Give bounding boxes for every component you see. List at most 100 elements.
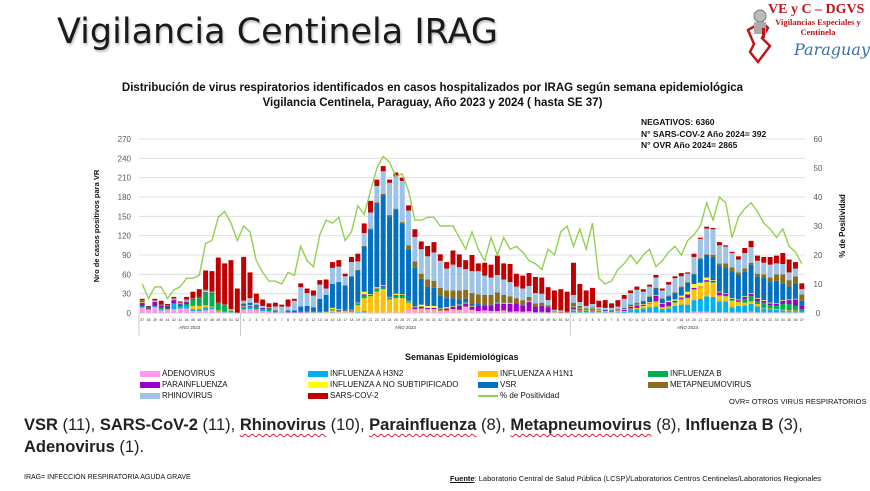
x-tick-label: 42 <box>172 318 176 322</box>
bar-segment <box>304 305 310 311</box>
x-tick-label: 31 <box>432 318 436 322</box>
summary-item: Rhinovirus (10), <box>240 416 365 434</box>
bar-segment <box>539 302 545 306</box>
bar-segment <box>666 302 672 306</box>
bar-segment <box>361 295 367 299</box>
bar-segment <box>666 306 672 309</box>
bar-segment <box>298 306 304 312</box>
bar-segment <box>253 309 259 310</box>
bar-segment <box>609 307 615 311</box>
bar-segment <box>729 298 735 300</box>
bar-segment <box>742 268 748 272</box>
bar-segment <box>590 310 595 312</box>
x-tick-label: 17 <box>343 318 347 322</box>
bar-segment <box>716 263 722 266</box>
bar-segment <box>754 306 760 313</box>
bar-segment <box>697 237 703 239</box>
bar-segment <box>336 282 342 310</box>
bar-segment <box>304 288 310 294</box>
bar-segment <box>672 278 678 293</box>
x-tick-label: 7 <box>611 318 613 322</box>
x-tick-label: 46 <box>527 318 531 322</box>
bar-segment <box>165 309 171 310</box>
bar-segment <box>735 300 741 302</box>
bar-segment <box>253 293 259 303</box>
bar-segment <box>399 223 405 295</box>
bar-segment <box>520 300 526 305</box>
bar-segment <box>412 236 418 262</box>
bar-segment <box>355 302 361 304</box>
bar-segment <box>780 274 786 284</box>
y2-tick-label: 60 <box>814 135 823 144</box>
bar-segment <box>406 302 412 303</box>
bar-segment <box>678 297 684 299</box>
bar-segment <box>685 291 691 295</box>
bar-segment <box>653 287 659 289</box>
bar-segment <box>412 309 418 311</box>
bar-segment <box>704 226 710 229</box>
bar-segment <box>640 291 646 301</box>
bar-segment <box>526 273 532 286</box>
bar-segment <box>184 302 190 304</box>
bar-segment <box>526 285 532 297</box>
bar-segment <box>672 302 678 306</box>
bar-segment <box>666 305 672 307</box>
bar-segment <box>234 288 240 313</box>
x-tick-label: 33 <box>445 318 449 322</box>
bar-segment <box>190 305 196 310</box>
bar-segment <box>672 293 678 300</box>
bar-segment <box>374 179 380 187</box>
bar-segment <box>596 310 602 312</box>
bar-segment <box>583 311 589 313</box>
year-group-label: AÑO 2022 <box>179 324 201 330</box>
note-sars: N° SARS-COV-2 Año 2024= 392 <box>641 128 767 139</box>
bar-segment <box>399 177 405 181</box>
bar-segment <box>482 304 488 306</box>
bar-segment <box>564 291 570 312</box>
bar-segment <box>501 294 507 303</box>
x-tick-label: 47 <box>533 318 537 322</box>
legend-item: SARS-COV-2 <box>308 391 378 400</box>
bar-segment <box>387 216 393 297</box>
bar-segment <box>158 307 164 310</box>
bar-segment <box>266 307 272 309</box>
summary-virus-name: Rhinovirus <box>239 416 327 434</box>
summary-count: (10), <box>330 416 365 434</box>
bar-segment <box>456 310 462 313</box>
bar-segment <box>615 310 621 312</box>
bar-segment <box>152 300 158 301</box>
bar-segment <box>158 310 164 313</box>
bar-segment <box>577 284 583 303</box>
legend-swatch <box>140 370 160 377</box>
bar-segment <box>368 294 373 295</box>
bar-segment <box>298 287 304 307</box>
x-tick-label: 37 <box>140 318 144 322</box>
bar-segment <box>793 311 798 313</box>
bar-segment <box>583 311 589 312</box>
bar-segment <box>228 310 234 312</box>
bar-segment <box>393 295 399 299</box>
x-tick-label: 4 <box>262 318 264 322</box>
x-tick-label: 44 <box>185 318 189 322</box>
bar-segment <box>323 294 329 312</box>
bar-segment <box>209 293 215 294</box>
bar-segment <box>437 260 443 288</box>
summary-virus-name: VSR <box>24 416 58 434</box>
legend-label: RHINOVIRUS <box>162 391 213 400</box>
bar-segment <box>786 280 792 287</box>
bar-segment <box>602 300 608 308</box>
bar-segment <box>412 229 418 237</box>
x-tick-label: 2 <box>249 318 251 322</box>
bar-segment <box>209 271 215 292</box>
bar-segment <box>786 286 792 300</box>
x-tick-label: 1 <box>572 318 574 322</box>
bar-segment <box>374 289 380 292</box>
bar-segment <box>691 289 697 301</box>
bar-segment <box>590 307 595 309</box>
bar-segment <box>393 293 399 295</box>
bar-segment <box>393 294 399 296</box>
bar-segment <box>545 300 551 306</box>
bar-segment <box>450 250 456 265</box>
bar-segment <box>634 286 640 290</box>
bar-segment <box>596 309 602 311</box>
